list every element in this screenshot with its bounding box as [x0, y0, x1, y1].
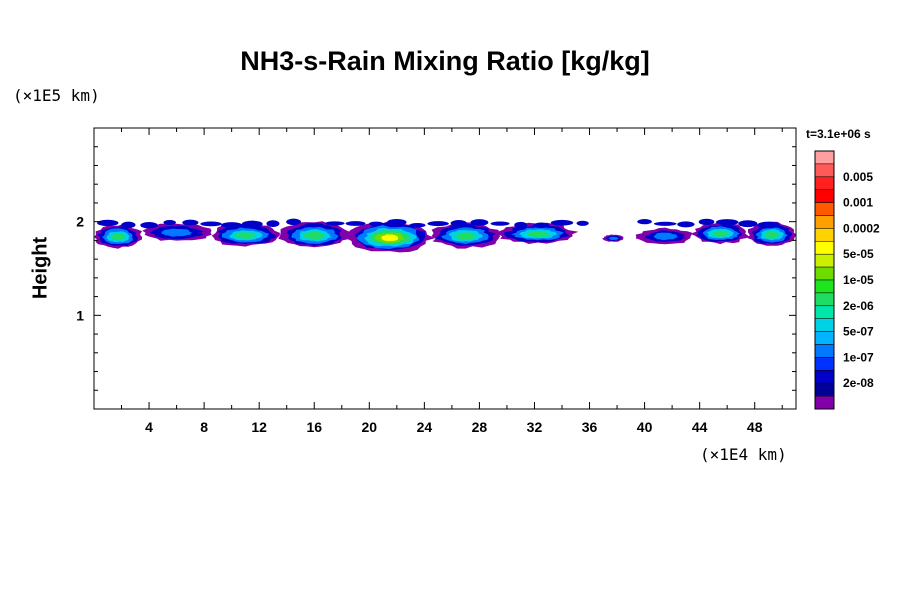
- cloud-contour: [712, 230, 729, 237]
- cloud-contour: [160, 228, 193, 237]
- colorbar-label: 1e-05: [843, 273, 874, 287]
- cloud-contour: [234, 232, 256, 239]
- plot-frame: [93, 127, 797, 410]
- colorbar-swatch: [814, 163, 835, 178]
- cloud-edge: [550, 219, 574, 226]
- colorbar-swatch: [814, 344, 835, 358]
- colorbar-label: 5e-07: [843, 325, 874, 339]
- y-axis: 12: [76, 146, 796, 391]
- x-tick-label: 8: [200, 419, 208, 435]
- cloud-field: [94, 218, 796, 253]
- x-tick-label: 32: [527, 419, 543, 435]
- x-tick-label: 40: [637, 419, 653, 435]
- colorbar-swatch: [814, 266, 835, 281]
- colorbar-swatch: [814, 382, 835, 397]
- colorbar-label: 0.0002: [843, 221, 880, 235]
- colorbar-swatch: [814, 150, 835, 165]
- colorbar-swatch: [814, 202, 835, 216]
- colorbar-swatch: [814, 357, 835, 371]
- cloud-edge: [653, 221, 677, 226]
- cloud-edge: [286, 218, 301, 226]
- cloud-edge: [121, 221, 136, 229]
- x-tick-label: 4: [145, 419, 153, 435]
- colorbar-label: 0.005: [843, 170, 873, 184]
- cloud-edge: [409, 223, 426, 228]
- cloud-edge: [738, 220, 758, 228]
- colorbar-swatch: [814, 395, 835, 410]
- x-tick-label: 48: [747, 419, 763, 435]
- colorbar-swatch: [814, 292, 835, 307]
- cloud-contour: [764, 231, 779, 239]
- chart-title: NH3-s-Rain Mixing Ratio [kg/kg]: [240, 46, 650, 76]
- cloud-edge: [533, 222, 550, 229]
- cloud-contour: [454, 232, 477, 240]
- colorbar-label: 2e-06: [843, 299, 874, 313]
- x-tick-label: 36: [582, 419, 598, 435]
- cloud-edge: [182, 219, 199, 226]
- cloud-contour: [380, 234, 398, 242]
- colorbar-swatch: [814, 241, 835, 255]
- cloud-edge: [266, 220, 280, 227]
- cloud-edge: [140, 222, 158, 229]
- colorbar-swatch: [814, 305, 835, 319]
- cloud-contour: [653, 232, 678, 241]
- x-tick-label: 28: [472, 419, 488, 435]
- colorbar-swatch: [814, 215, 835, 229]
- cloud-edge: [325, 221, 345, 226]
- time-label: t=3.1e+06 s: [806, 127, 871, 141]
- x-axis: 4 8 12 16 20 24 28 32 36 40 44 48: [121, 128, 783, 435]
- x-tick-label: 44: [692, 419, 708, 435]
- colorbar-swatch: [814, 318, 835, 332]
- colorbar-label: 2e-08: [843, 376, 874, 390]
- cloud-edge: [757, 221, 780, 229]
- cloud-contour: [526, 231, 549, 238]
- cloud-edge: [241, 220, 263, 228]
- x-tick-label: 12: [251, 419, 267, 435]
- colorbar-swatch: [814, 176, 835, 190]
- cloud-edge: [387, 218, 407, 226]
- cloud-edge: [637, 219, 652, 225]
- cloud-edge: [345, 221, 366, 226]
- cloud-contour: [111, 233, 126, 241]
- colorbar-frame: [814, 150, 835, 410]
- cloud-contour: [304, 231, 325, 240]
- cloud-edge: [698, 218, 715, 226]
- x-tick-label: 24: [417, 419, 433, 435]
- x-axis-units: (×1E4 km): [700, 445, 787, 464]
- cloud-edge: [450, 220, 467, 227]
- colorbar-label: 0.001: [843, 196, 873, 210]
- colorbar-swatch: [814, 370, 835, 384]
- cloud-edge: [200, 221, 222, 227]
- cloud-edge: [427, 221, 449, 227]
- colorbar-label: 1e-07: [843, 350, 874, 364]
- cloud-edge: [470, 219, 489, 226]
- cloud-edge: [677, 221, 695, 228]
- colorbar-swatch: [814, 279, 835, 294]
- y-tick-label: 2: [76, 214, 84, 230]
- colorbar-swatch: [814, 253, 835, 268]
- y-tick-label: 1: [76, 307, 84, 323]
- colorbar-label: 5e-05: [843, 247, 874, 261]
- y-axis-units: (×1E5 km): [13, 86, 100, 105]
- cloud-edge: [97, 219, 119, 227]
- colorbar: 0.005 0.001 0.0002 5e-05 1e-05 2e-06 5e-07 1e-0…: [814, 150, 880, 410]
- cloud-edge: [163, 220, 176, 225]
- cloud-edge: [221, 222, 243, 228]
- x-tick-label: 16: [306, 419, 322, 435]
- cloud-edge: [715, 219, 739, 226]
- x-tick-label: 20: [362, 419, 378, 435]
- cloud-edge: [576, 220, 589, 226]
- cloud-edge: [304, 222, 324, 227]
- cloud-edge: [368, 221, 384, 226]
- colorbar-swatch: [814, 228, 835, 242]
- cloud-edge: [514, 221, 528, 229]
- cloud-contour: [608, 236, 619, 240]
- colorbar-swatch: [814, 189, 835, 203]
- colorbar-swatch: [814, 331, 835, 345]
- cloud-edge: [490, 221, 510, 226]
